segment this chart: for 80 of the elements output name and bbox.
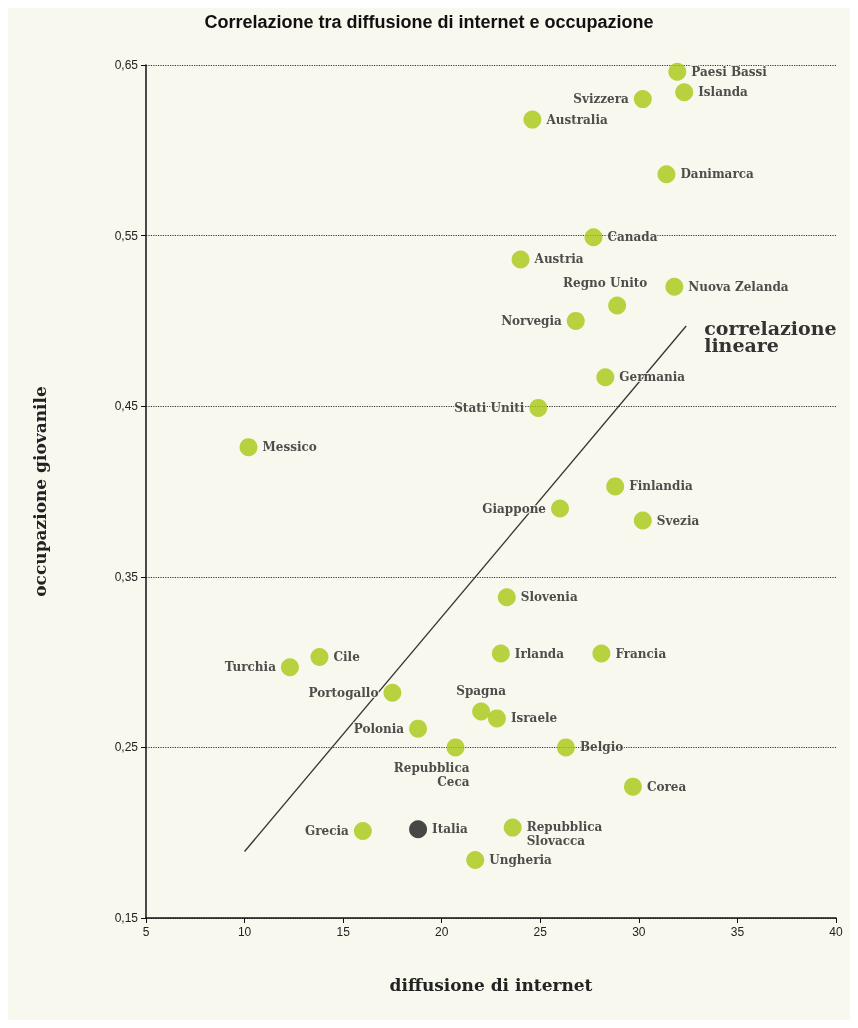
point	[491, 644, 510, 663]
annotation: Svezia	[656, 513, 700, 528]
point	[633, 511, 652, 530]
annotation: Francia	[615, 646, 667, 661]
point	[668, 62, 687, 81]
point	[497, 588, 516, 607]
x-tick-label: 10	[237, 925, 252, 939]
annotation: Belgio	[579, 740, 624, 755]
y-tick-label: 0,25	[114, 740, 139, 755]
point	[503, 818, 522, 837]
annotation: Nuova Zelanda	[688, 279, 789, 294]
annotation: Finlandia	[629, 479, 694, 494]
annotation: Spagna	[456, 683, 507, 698]
point	[466, 851, 485, 869]
annotation: Paesi Bassi	[691, 64, 768, 79]
annotation: Austria	[533, 252, 584, 267]
point	[623, 777, 642, 796]
annotation: Irlanda	[514, 646, 565, 661]
point	[633, 90, 652, 109]
point	[446, 738, 465, 757]
annotation: Stati Uniti	[454, 400, 525, 415]
chart-title: Correlazione tra diffusione di internet e occupazione	[204, 12, 654, 32]
point	[280, 658, 299, 677]
point	[608, 296, 627, 315]
annotation: Italia	[432, 822, 469, 837]
point	[409, 719, 428, 738]
point	[383, 683, 402, 702]
point	[606, 477, 625, 496]
annotation: Islanda	[698, 85, 749, 100]
annotation: Norvegia	[501, 313, 562, 328]
annotation: Repubblica Slovacca	[526, 819, 603, 848]
x-tick-label: 5	[142, 925, 150, 939]
point	[239, 438, 258, 457]
annotation: Messico	[262, 440, 317, 455]
x-tick-label: 15	[336, 925, 351, 939]
point	[596, 368, 615, 387]
x-tick-label: 30	[632, 925, 646, 939]
point	[310, 647, 329, 666]
x-tick-label: 25	[533, 925, 548, 939]
point	[487, 709, 506, 728]
point	[529, 398, 548, 417]
point	[665, 277, 684, 296]
annotation: Ungheria	[489, 853, 553, 867]
point	[551, 499, 569, 518]
x-tick-label: 40	[829, 925, 843, 939]
annotation: Danimarca	[680, 167, 755, 182]
y-tick-label: 0,65	[114, 58, 139, 72]
annotation: Polonia	[353, 721, 405, 736]
point	[511, 250, 530, 269]
point	[523, 110, 542, 129]
annotation: Grecia	[305, 823, 350, 838]
annotation: Slovenia	[520, 590, 578, 605]
point	[566, 311, 585, 330]
y-axis-title: occupazione giovanile	[29, 386, 50, 597]
annotation: Israele	[510, 711, 558, 726]
point	[675, 83, 694, 102]
annotation: Portogallo	[308, 685, 379, 700]
point	[657, 165, 676, 184]
annotation: Svizzera	[573, 92, 630, 107]
annotation: Repubblica Ceca	[393, 761, 470, 790]
x-tick-label: 35	[730, 925, 745, 939]
annotation: Canada	[607, 230, 658, 245]
annotation: Regno Unito	[563, 275, 648, 290]
y-tick-label: 0,45	[114, 399, 139, 414]
point	[592, 644, 611, 663]
annotation: Corea	[646, 779, 687, 794]
y-tick-label: 0,15	[114, 911, 139, 925]
point	[353, 822, 372, 840]
point	[556, 738, 575, 757]
annotation: Cile	[333, 649, 361, 664]
y-tick-label: 0,35	[114, 569, 139, 584]
series-label: correlazione lineare	[704, 316, 844, 356]
x-tick-label: 20	[435, 925, 449, 939]
point	[584, 228, 603, 247]
point	[409, 820, 428, 839]
x-axis-title: diffusione di internet	[389, 974, 593, 995]
y-tick-label: 0,55	[114, 228, 139, 243]
annotation: Australia	[545, 112, 608, 127]
point	[472, 702, 491, 721]
annotation: Turchia	[224, 660, 277, 675]
